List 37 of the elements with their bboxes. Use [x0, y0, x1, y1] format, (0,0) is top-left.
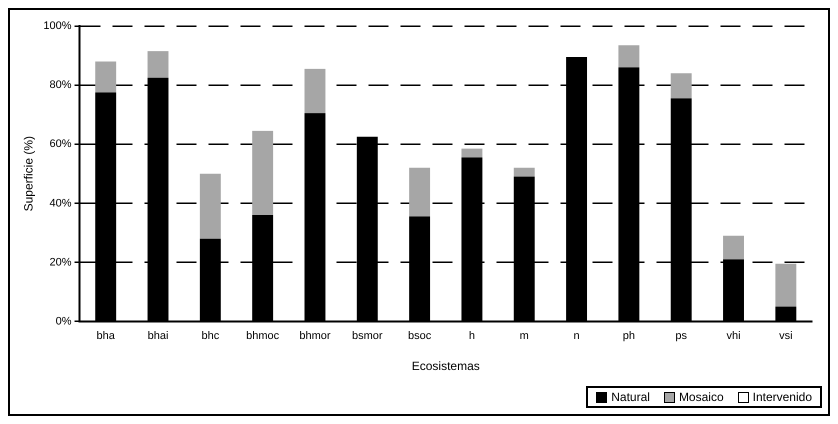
bar	[514, 168, 535, 177]
bar	[618, 45, 640, 68]
y-tick-label: 40%	[50, 197, 72, 210]
x-tick-label: bhmoc	[246, 330, 280, 342]
x-tick-label: bha	[96, 330, 116, 342]
x-tick-label: vhi	[726, 330, 741, 342]
bar	[252, 130, 274, 216]
legend-label: Intervenido	[752, 390, 812, 404]
y-axis-title: Superficie (%)	[22, 136, 36, 212]
bar	[461, 148, 482, 158]
bar	[670, 73, 692, 98]
bar	[200, 174, 221, 239]
x-tick-label: ps	[675, 330, 688, 342]
x-axis-title: Ecosistemas	[412, 359, 480, 374]
x-tick-label: bsoc	[408, 330, 432, 342]
x-tick-label: vsi	[779, 330, 793, 342]
y-tick-label: 60%	[50, 138, 72, 150]
x-tick-label: bhc	[201, 330, 220, 342]
x-tick-label: bsmor	[352, 330, 383, 342]
bar	[95, 61, 116, 92]
y-tick-label: 0%	[56, 315, 72, 328]
bar	[148, 51, 168, 78]
bar	[304, 68, 326, 114]
legend-label: Natural	[611, 390, 650, 404]
legend-label: Mosaico	[678, 390, 724, 404]
bar	[409, 168, 430, 217]
x-tick-label: bhai	[148, 330, 168, 342]
y-tick-label: 100%	[43, 20, 72, 32]
bar	[775, 264, 796, 307]
x-tick-label: bhmor	[299, 330, 331, 342]
y-tick-label: 80%	[50, 79, 72, 92]
x-tick-label: h	[468, 330, 475, 342]
bar	[723, 236, 744, 260]
x-tick-label: ph	[622, 330, 636, 342]
x-tick-label: m	[520, 330, 529, 342]
y-tick-label: 20%	[50, 256, 72, 268]
x-tick-label: n	[574, 330, 580, 342]
